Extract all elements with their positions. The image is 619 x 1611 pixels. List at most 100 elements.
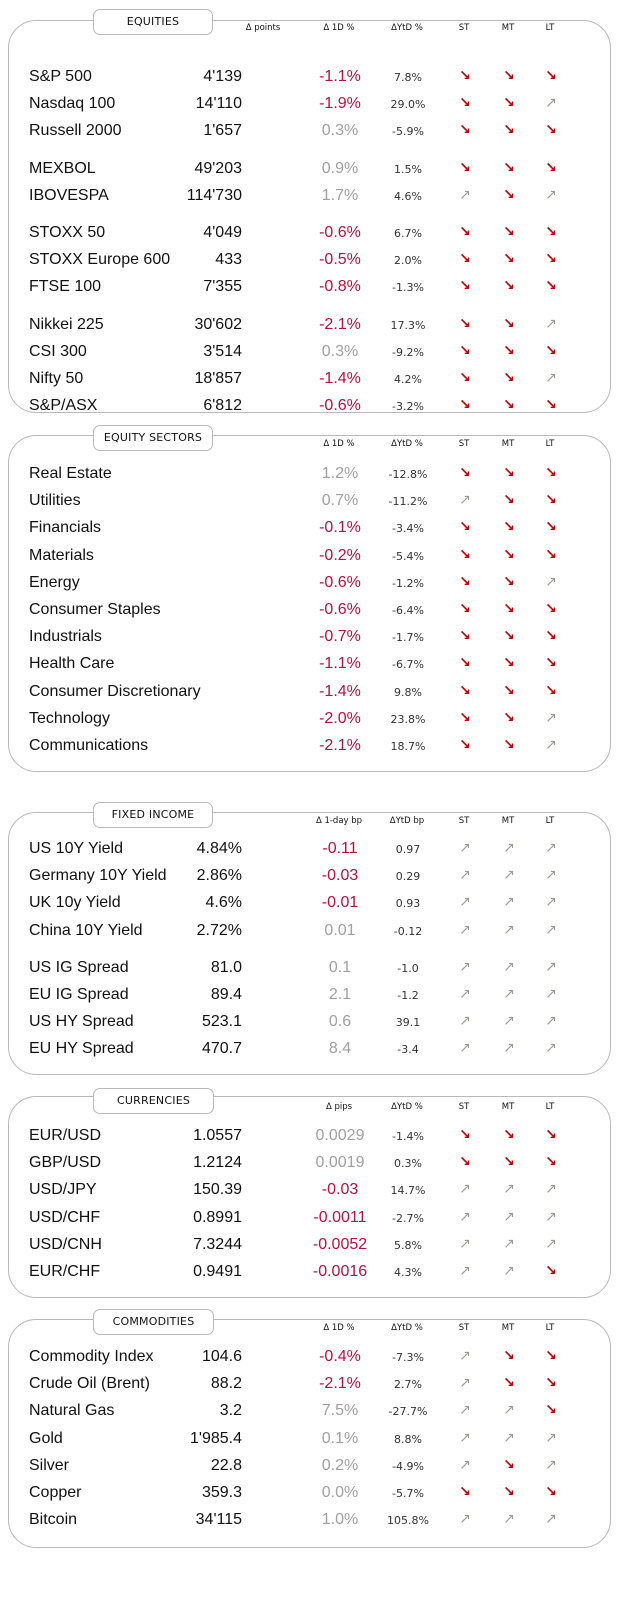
currencies-title-tab[interactable]: CURRENCIES (93, 1088, 214, 1114)
row-ytd: -1.2% (392, 576, 424, 590)
row-name: Nikkei 225 (29, 315, 104, 333)
row-ytd: -3.2% (392, 400, 424, 414)
table-row[interactable]: Crude Oil (Brent) 88.2 -2.1% 2.7% ↗ ↘ ↘ (9, 1370, 612, 1397)
table-row[interactable]: Bitcoin 34'115 1.0% 105.8% ↗ ↗ ↗ (9, 1506, 612, 1533)
table-row[interactable]: Commodity Index 104.6 -0.4% -7.3% ↗ ↘ ↘ (9, 1343, 612, 1370)
arrow-down-right-icon: ↘ (459, 709, 471, 726)
arrow-up-right-icon: ↗ (545, 1235, 557, 1252)
table-row[interactable]: Silver 22.8 0.2% -4.9% ↗ ↘ ↗ (9, 1452, 612, 1479)
row-name: Silver (29, 1456, 70, 1474)
table-row[interactable]: Gold 1'985.4 0.1% 8.8% ↗ ↗ ↗ (9, 1425, 612, 1452)
table-row[interactable]: Nifty 50 18'857 -1.4% 4.2% ↘ ↘ ↗ (9, 365, 612, 392)
table-row[interactable]: Nikkei 225 30'602 -2.1% 17.3% ↘ ↘ ↗ (9, 311, 612, 338)
row-change: -2.1% (319, 1375, 361, 1393)
table-row[interactable]: Real Estate 1.2% -12.8% ↘ ↘ ↘ (9, 460, 612, 487)
row-ytd: -11.2% (388, 495, 428, 509)
table-row[interactable]: Communications -2.1% 18.7% ↘ ↘ ↗ (9, 732, 612, 759)
row-ytd: 23.8% (390, 712, 426, 726)
arrow-down-right-icon: ↘ (459, 628, 471, 645)
table-row[interactable]: Materials -0.2% -5.4% ↘ ↘ ↘ (9, 542, 612, 569)
arrow-up-right-icon: ↗ (459, 840, 471, 856)
arrow-up-right-icon: ↗ (545, 894, 557, 911)
table-row[interactable]: Consumer Discretionary -1.4% 9.8% ↘ ↘ ↘ (9, 678, 612, 705)
fixed-income-title-tab[interactable]: FIXED INCOME (93, 802, 213, 828)
row-change: -0.6% (319, 601, 361, 618)
arrow-up-right-icon: ↗ (503, 840, 515, 856)
arrow-down-right-icon: ↘ (545, 342, 557, 359)
arrow-down-right-icon: ↘ (545, 68, 557, 84)
arrow-down-right-icon: ↘ (503, 278, 515, 295)
row-value: 89.4 (210, 986, 242, 1003)
column-header-chg: Δ 1D % (323, 1323, 355, 1333)
table-row[interactable]: FTSE 100 7'355 -0.8% -1.3% ↘ ↘ ↘ (9, 273, 612, 300)
arrow-down-right-icon: ↘ (545, 682, 557, 699)
row-change: -0.03 (321, 867, 359, 885)
arrow-down-right-icon: ↘ (503, 1456, 515, 1473)
row-change: 0.1% (321, 1429, 359, 1447)
table-row[interactable]: EU HY Spread 470.7 8.4 -3.4 ↗ ↗ ↗ (9, 1035, 612, 1062)
arrow-up-right-icon: ↗ (545, 370, 557, 386)
table-row[interactable]: Russell 2000 1'657 0.3% -5.9% ↘ ↘ ↘ (9, 117, 612, 144)
table-row[interactable]: Utilities 0.7% -11.2% ↗ ↘ ↘ (9, 487, 612, 514)
row-change: -1.4% (319, 370, 361, 387)
table-row[interactable]: Health Care -1.1% -6.7% ↘ ↘ ↘ (9, 650, 612, 677)
table-row[interactable]: Technology -2.0% 23.8% ↘ ↘ ↗ (9, 705, 612, 732)
row-ytd: -5.7% (392, 1487, 424, 1500)
table-row[interactable]: MEXBOL 49'203 0.9% 1.5% ↘ ↘ ↘ (9, 155, 612, 182)
column-header-st: ST (458, 1323, 470, 1333)
equity-sectors-title-tab[interactable]: EQUITY SECTORS (93, 425, 213, 451)
table-row[interactable]: US IG Spread 81.0 0.1 -1.0 ↗ ↗ ↗ (9, 954, 612, 981)
table-row[interactable]: Consumer Staples -0.6% -6.4% ↘ ↘ ↘ (9, 596, 612, 623)
arrow-up-right-icon: ↗ (503, 1040, 515, 1057)
row-ytd: 18.7% (390, 740, 426, 753)
table-row[interactable]: STOXX 50 4'049 -0.6% 6.7% ↘ ↘ ↘ (9, 219, 612, 246)
table-row[interactable]: US HY Spread 523.1 0.6 39.1 ↗ ↗ ↗ (9, 1008, 612, 1035)
equities-title-tab[interactable]: EQUITIES (93, 9, 213, 35)
arrow-up-right-icon: ↗ (459, 1263, 471, 1279)
row-ytd: -9.2% (392, 345, 424, 359)
table-row[interactable]: GBP/USD 1.2124 0.0019 0.3% ↘ ↘ ↘ (9, 1149, 612, 1176)
row-name: USD/CHF (29, 1208, 101, 1226)
arrow-down-right-icon: ↘ (545, 519, 557, 536)
table-row[interactable]: USD/JPY 150.39 -0.03 14.7% ↗ ↗ ↗ (9, 1176, 612, 1203)
arrow-up-right-icon: ↗ (545, 986, 557, 1002)
row-value: 0.8991 (193, 1208, 242, 1226)
table-row[interactable]: S&P/ASX 6'812 -0.6% -3.2% ↘ ↘ ↘ (9, 392, 612, 419)
column-header-lt: LT (545, 816, 555, 826)
table-row[interactable]: Industrials -0.7% -1.7% ↘ ↘ ↘ (9, 623, 612, 650)
row-change: -0.03 (321, 1181, 359, 1199)
arrow-down-right-icon: ↘ (503, 628, 515, 645)
table-row[interactable]: EUR/CHF 0.9491 -0.0016 4.3% ↗ ↗ ↘ (9, 1258, 612, 1285)
table-row[interactable]: Financials -0.1% -3.4% ↘ ↘ ↘ (9, 514, 612, 541)
row-name: S&P/ASX (29, 397, 98, 415)
table-row[interactable]: IBOVESPA 114'730 1.7% 4.6% ↗ ↘ ↗ (9, 182, 612, 209)
table-row[interactable]: Nasdaq 100 14'110 -1.9% 29.0% ↘ ↘ ↗ (9, 90, 612, 117)
arrow-up-right-icon: ↗ (459, 1429, 471, 1446)
table-row[interactable]: STOXX Europe 600 433 -0.5% 2.0% ↘ ↘ ↘ (9, 246, 612, 273)
commodities-title-tab[interactable]: COMMODITIES (93, 1309, 214, 1335)
table-row[interactable]: EUR/USD 1.0557 0.0029 -1.4% ↘ ↘ ↘ (9, 1122, 612, 1149)
column-header-lt: LT (545, 439, 555, 449)
column-header-points: Δ points (245, 23, 281, 33)
table-row[interactable]: Copper 359.3 0.0% -5.7% ↘ ↘ ↘ (9, 1479, 612, 1506)
table-row[interactable]: Natural Gas 3.2 7.5% -27.7% ↗ ↗ ↘ (9, 1397, 612, 1424)
table-row[interactable]: Energy -0.6% -1.2% ↘ ↘ ↗ (9, 569, 612, 596)
row-name: Energy (29, 573, 80, 591)
table-row[interactable]: UK 10y Yield 4.6% -0.01 0.93 ↗ ↗ ↗ (9, 889, 612, 916)
table-row[interactable]: S&P 500 4'139 -1.1% 7.8% ↘ ↘ ↘ (9, 63, 612, 90)
table-row[interactable]: CSI 300 3'514 0.3% -9.2% ↘ ↘ ↘ (9, 338, 612, 365)
row-ytd: 29.0% (390, 98, 426, 112)
table-row[interactable]: Germany 10Y Yield 2.86% -0.03 0.29 ↗ ↗ ↗ (9, 862, 612, 889)
table-row[interactable]: US 10Y Yield 4.84% -0.11 0.97 ↗ ↗ ↗ (9, 835, 612, 862)
row-ytd: -1.2 (397, 989, 419, 1002)
row-value: 104.6 (201, 1348, 242, 1365)
arrow-down-right-icon: ↘ (459, 465, 471, 481)
table-row[interactable]: USD/CHF 0.8991 -0.0011 -2.7% ↗ ↗ ↗ (9, 1204, 612, 1231)
table-row[interactable]: USD/CNH 7.3244 -0.0052 5.8% ↗ ↗ ↗ (9, 1231, 612, 1258)
arrow-up-right-icon: ↗ (545, 1208, 557, 1225)
arrow-up-right-icon: ↗ (503, 1013, 515, 1030)
table-row[interactable]: EU IG Spread 89.4 2.1 -1.2 ↗ ↗ ↗ (9, 981, 612, 1008)
table-row[interactable]: China 10Y Yield 2.72% 0.01 -0.12 ↗ ↗ ↗ (9, 917, 612, 944)
row-change: -0.6% (319, 397, 361, 415)
arrow-up-right-icon: ↗ (545, 840, 557, 856)
